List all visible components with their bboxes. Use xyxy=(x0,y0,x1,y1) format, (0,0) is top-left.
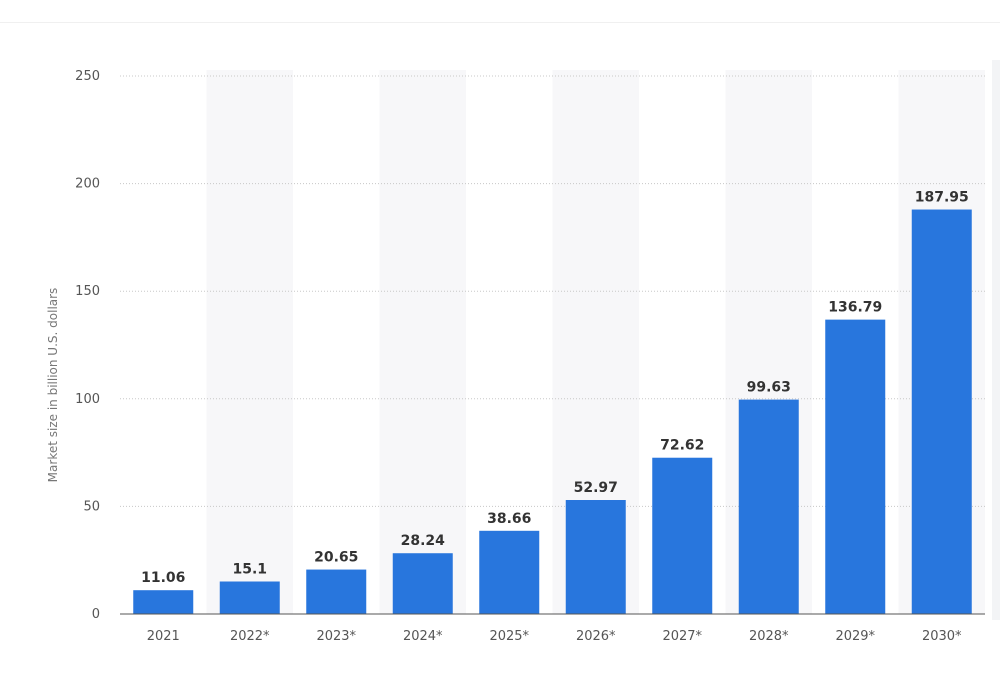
x-tick-label-2023: 2023* xyxy=(316,629,356,644)
bar-2026[interactable] xyxy=(565,500,626,614)
data-label-2026: 52.97 xyxy=(574,480,618,496)
data-label-2021: 11.06 xyxy=(141,570,185,586)
x-tick-label-2029: 2029* xyxy=(835,629,875,644)
x-tick-label-2022: 2022* xyxy=(230,629,270,644)
bar-2024[interactable] xyxy=(392,553,453,614)
bar-2030[interactable] xyxy=(911,209,972,614)
y-tick-label-150: 150 xyxy=(75,284,100,299)
data-label-2022: 15.1 xyxy=(232,562,267,578)
data-label-2023: 20.65 xyxy=(314,550,358,566)
background-band-1 xyxy=(206,70,293,614)
bar-2027[interactable] xyxy=(652,457,713,614)
bar-2028[interactable] xyxy=(738,399,799,614)
right-edge-panel xyxy=(992,60,1000,620)
x-tick-label-2028: 2028* xyxy=(749,629,789,644)
x-tick-label-2021: 2021 xyxy=(147,629,180,644)
y-tick-label-0: 0 xyxy=(92,607,100,622)
x-tick-label-2027: 2027* xyxy=(662,629,702,644)
y-tick-label-100: 100 xyxy=(75,392,100,407)
x-tick-label-2025: 2025* xyxy=(489,629,529,644)
data-labels: 11.06 15.1 20.65 28.24 38.66 52.97 72.62 99.63 1… xyxy=(141,190,969,587)
data-label-2030: 187.95 xyxy=(915,190,969,206)
bar-2021[interactable] xyxy=(133,590,194,614)
data-label-2028: 99.63 xyxy=(747,380,791,396)
x-tick-label-2024: 2024* xyxy=(403,629,443,644)
x-axis-ticks: 2021 2022* 2023* 2024* 2025* 2026* 2027* 2028* 2… xyxy=(147,629,962,644)
bar-2025[interactable] xyxy=(479,530,540,614)
y-axis-ticks: 0 50 100 150 200 250 xyxy=(75,69,100,622)
x-tick-label-2030: 2030* xyxy=(922,629,962,644)
data-label-2024: 28.24 xyxy=(401,533,446,549)
y-tick-label-50: 50 xyxy=(83,499,100,514)
data-label-2027: 72.62 xyxy=(660,438,704,454)
y-tick-label-250: 250 xyxy=(75,69,100,84)
bars xyxy=(133,209,972,614)
top-divider xyxy=(0,22,1000,23)
data-label-2029: 136.79 xyxy=(828,300,882,316)
data-label-2025: 38.66 xyxy=(487,511,531,527)
bar-2023[interactable] xyxy=(306,569,367,614)
x-tick-label-2026: 2026* xyxy=(576,629,616,644)
y-tick-label-200: 200 xyxy=(75,177,100,192)
bar-2022[interactable] xyxy=(219,581,280,614)
bar-2029[interactable] xyxy=(825,319,886,614)
background-band-3 xyxy=(379,70,466,614)
y-axis-title: Market size in billion U.S. dollars xyxy=(46,288,60,483)
